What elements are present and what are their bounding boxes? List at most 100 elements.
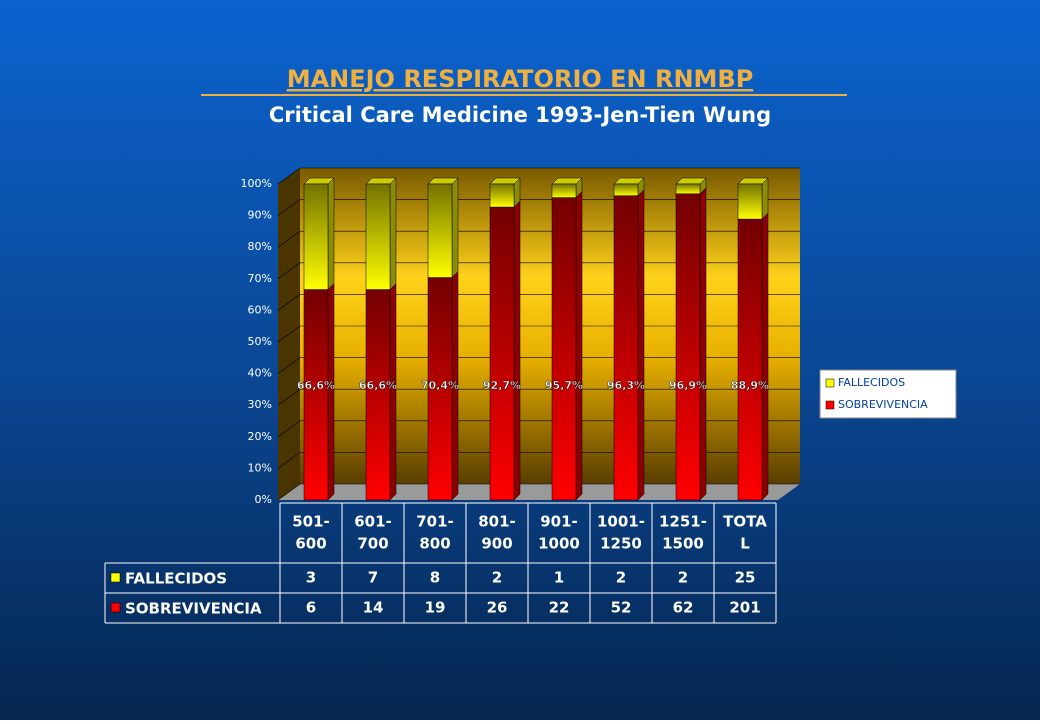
x-tick-label: 700: [357, 535, 388, 553]
bar-side: [513, 200, 521, 501]
bar-shade: [304, 289, 328, 500]
bar-side: [761, 212, 769, 501]
y-tick-label: 10%: [248, 461, 272, 474]
legend-label: FALLECIDOS: [838, 376, 905, 389]
grid-line: [277, 325, 301, 343]
bar-shade: [614, 184, 638, 196]
legend-key: [110, 602, 121, 613]
y-tick-label: 20%: [248, 430, 272, 443]
grid-line: [277, 262, 301, 280]
bar-shade: [738, 219, 762, 501]
table-cell: 2: [616, 569, 626, 587]
grid-line: [277, 357, 301, 374]
bar-side: [327, 177, 335, 291]
legend-key: [825, 400, 835, 410]
y-tick-label: 0%: [255, 493, 272, 506]
legend: [819, 369, 957, 419]
bar-shade: [676, 184, 700, 194]
table-cell: 8: [430, 569, 440, 587]
data-label: 70,4%: [421, 379, 459, 392]
table-row-label: FALLECIDOS: [125, 570, 227, 588]
legend-key: [825, 378, 835, 388]
bar-shade: [490, 207, 514, 500]
y-tick-label: 100%: [241, 177, 272, 190]
table-cell: 2: [678, 569, 688, 587]
bar-shade: [366, 184, 390, 290]
table-cell: 201: [729, 599, 760, 617]
y-tick-label: 90%: [248, 209, 272, 222]
x-tick-label: 701-: [416, 513, 454, 531]
bar-shade: [428, 277, 452, 500]
table-cell: 14: [363, 599, 384, 617]
y-tick-label: 60%: [248, 303, 272, 316]
bar-shade: [552, 197, 576, 500]
x-tick-label: 900: [481, 535, 512, 553]
data-label: 96,3%: [607, 379, 645, 392]
x-tick-label: L: [740, 535, 750, 553]
x-tick-label: 1000: [538, 535, 580, 553]
x-tick-label: 801-: [478, 513, 516, 531]
bar-side: [575, 190, 583, 501]
bar-shade: [304, 184, 328, 290]
bar-shade: [366, 289, 390, 500]
floor: [278, 484, 800, 500]
grid-line: [277, 167, 301, 185]
x-tick-label: 1001-: [597, 513, 645, 531]
x-tick-label: 1251-: [659, 513, 707, 531]
y-tick-label: 50%: [248, 335, 272, 348]
table-cell: 2: [492, 569, 502, 587]
grid-line: [277, 199, 301, 216]
legend-key: [110, 572, 121, 583]
table-cell: 1: [554, 569, 564, 587]
x-tick-label: 1500: [662, 535, 704, 553]
y-tick-label: 40%: [248, 367, 272, 380]
grid-line: [277, 452, 301, 469]
legend-label: SOBREVIVENCIA: [838, 398, 928, 411]
x-tick-label: 800: [419, 535, 450, 553]
data-label: 92,7%: [483, 379, 521, 392]
y-tick-label: 30%: [248, 398, 272, 411]
bar-side: [451, 177, 459, 279]
grid-line: [277, 388, 301, 406]
x-tick-label: TOTA: [723, 513, 767, 531]
x-tick-label: 901-: [540, 513, 578, 531]
bar-shade: [428, 184, 452, 278]
x-tick-label: 501-: [292, 513, 330, 531]
data-label: 88,9%: [731, 379, 769, 392]
y-tick-label: 80%: [248, 240, 272, 253]
bar-shade: [676, 193, 700, 500]
table-cell: 26: [487, 599, 508, 617]
x-tick-label: 600: [295, 535, 326, 553]
bar-side: [637, 189, 645, 501]
table-cell: 25: [735, 569, 756, 587]
legend-box: [819, 369, 957, 419]
table-cell: 3: [306, 569, 316, 587]
table-cell: 19: [425, 599, 446, 617]
grid-line: [277, 483, 301, 501]
chart-title: MANEJO RESPIRATORIO EN RNMBP: [287, 65, 754, 93]
table-cell: 22: [549, 599, 570, 617]
data-label: 66,6%: [297, 379, 335, 392]
bar-side: [699, 187, 707, 501]
table-row-label: SOBREVIVENCIA: [125, 600, 262, 618]
bar-side: [761, 177, 769, 220]
grid-line: [277, 230, 301, 248]
data-label: 95,7%: [545, 379, 583, 392]
y-tick-label: 70%: [248, 272, 272, 285]
table-cell: 6: [306, 599, 316, 617]
table-cell: 62: [673, 599, 694, 617]
x-tick-label: 601-: [354, 513, 392, 531]
bar-shade: [490, 184, 514, 208]
bar-shade: [738, 184, 762, 220]
data-label: 66,6%: [359, 379, 397, 392]
chart-subtitle: Critical Care Medicine 1993-Jen-Tien Wun…: [269, 103, 771, 127]
bar-shade: [552, 184, 576, 198]
table-cell: 7: [368, 569, 378, 587]
bar-side: [389, 177, 397, 291]
x-tick-label: 1250: [600, 535, 642, 553]
grid-line: [277, 294, 301, 311]
bar-shade: [614, 195, 638, 500]
grid-line: [277, 420, 301, 438]
data-label: 96,9%: [669, 379, 707, 392]
